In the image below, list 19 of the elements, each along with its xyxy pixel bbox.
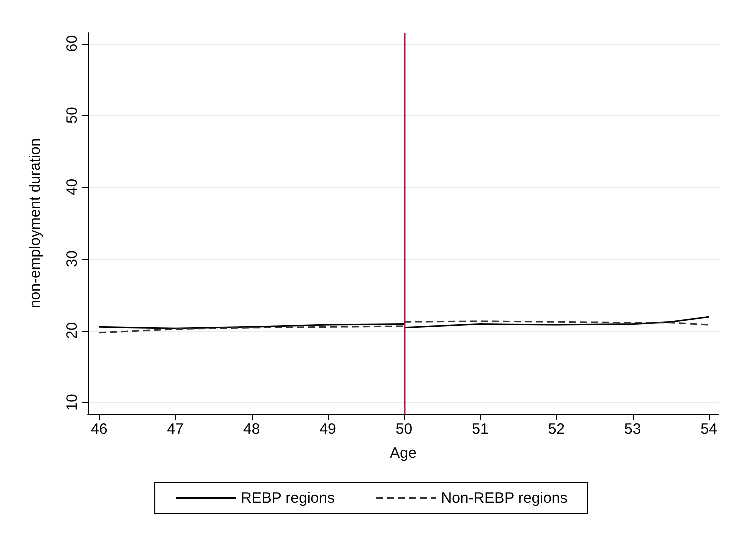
y-axis-title: non-employment duration <box>27 138 44 309</box>
x-tick-label: 52 <box>548 421 566 438</box>
y-tick-label: 30 <box>64 250 81 268</box>
x-tick-label: 54 <box>700 421 718 438</box>
y-tick-label: 10 <box>64 394 81 411</box>
x-tick-label: 48 <box>244 421 260 438</box>
x-axis-title: Age <box>390 445 417 462</box>
x-tick-label: 50 <box>396 421 413 438</box>
x-tick-label: 53 <box>624 421 642 438</box>
x-tick-label: 46 <box>91 421 108 438</box>
y-tick-label: 40 <box>64 178 81 196</box>
y-tick-label: 20 <box>64 322 81 340</box>
x-tick-label: 49 <box>320 421 336 438</box>
x-tick-label: 47 <box>167 421 184 438</box>
legend-label: Non-REBP regions <box>441 490 568 507</box>
y-tick-label: 60 <box>64 35 81 52</box>
legend-label: REBP regions <box>241 490 335 507</box>
y-tick-label: 50 <box>64 107 81 124</box>
x-tick-label: 51 <box>472 421 489 438</box>
